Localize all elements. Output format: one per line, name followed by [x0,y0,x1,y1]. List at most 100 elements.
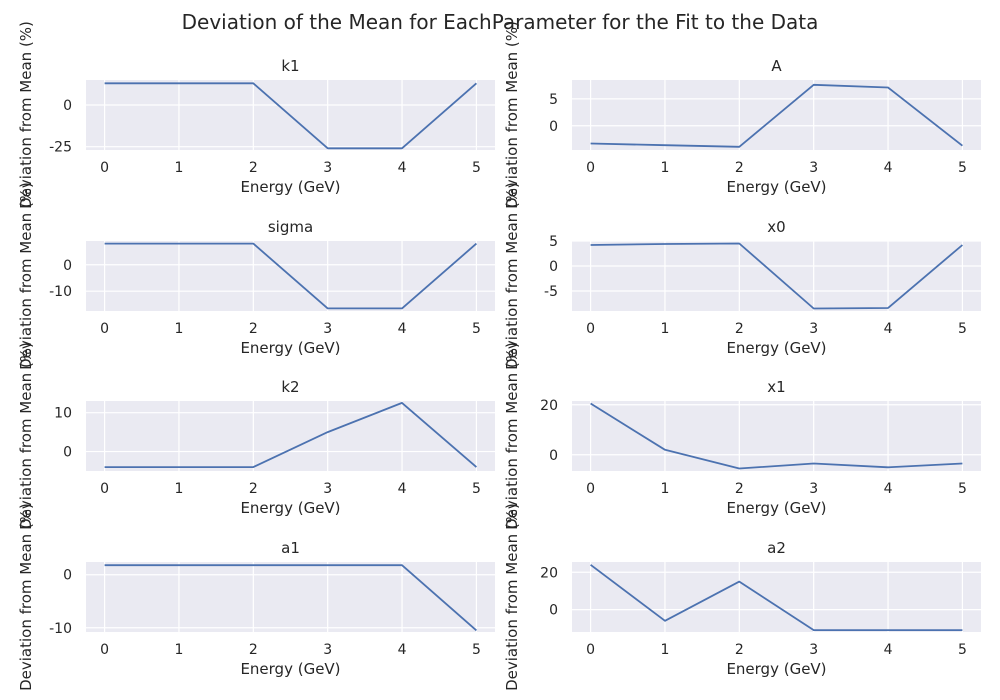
y-tick-label: 5 [549,234,558,250]
x-tick-label: 0 [100,642,109,658]
subplot-a1: 0 1 2 3 4 5 -10 0 a1 Energy (GeV) Deviation from M… [17,503,495,691]
x-axis-label: Energy (GeV) [240,178,340,196]
x-tick-label: 2 [249,321,258,337]
x-tick-label: 1 [174,481,183,497]
x-tick-label: 2 [249,160,258,176]
x-tick-label: 0 [100,481,109,497]
subplot-title: k1 [281,57,299,75]
x-axis-label: Energy (GeV) [726,178,826,196]
x-tick-label: 4 [398,642,407,658]
y-tick-label: 20 [540,398,558,414]
y-tick-label: 0 [549,603,558,619]
x-tick-label: 4 [398,481,407,497]
x-tick-label: 0 [586,160,595,176]
series-line [104,82,477,150]
y-tick-label: 0 [63,568,72,584]
y-axis-label: Deviation from Mean (%) [17,342,35,530]
x-tick-label: 4 [884,481,893,497]
x-axis-label: Energy (GeV) [726,339,826,357]
y-tick-label: -5 [544,284,558,300]
x-tick-label: 2 [735,481,744,497]
x-tick-label: 0 [586,481,595,497]
x-tick-label: 1 [174,642,183,658]
plot-area [86,401,495,471]
y-tick-label: 0 [549,259,558,275]
x-tick-label: 1 [660,321,669,337]
plot-area [572,401,981,471]
subplot-x1: 0 1 2 3 4 5 0 20 x1 Energy (GeV) Deviation from Me… [503,342,981,530]
subplot-title: x0 [767,218,785,236]
x-tick-label: 5 [472,160,481,176]
x-axis-label: Energy (GeV) [726,660,826,678]
subplot-title: A [771,57,782,75]
x-tick-label: 3 [323,642,332,658]
x-tick-label: 2 [735,642,744,658]
subplot-title: sigma [268,218,313,236]
subplot-A: 0 1 2 3 4 5 0 5 A Energy (GeV) Deviation from Mean… [503,21,981,209]
subplot-x0: 0 1 2 3 4 5 -5 0 5 x0 Energy (GeV) Deviation from M… [503,182,981,370]
x-tick-label: 5 [958,321,967,337]
x-tick-label: 0 [100,160,109,176]
y-axis-label: Deviation from Mean (%) [503,503,521,691]
subplot-k2: 0 1 2 3 4 5 0 10 k2 Energy (GeV) Deviation from Me… [17,342,495,530]
x-tick-label: 5 [958,481,967,497]
x-tick-label: 3 [323,321,332,337]
series-line [590,83,963,148]
x-tick-label: 4 [884,160,893,176]
x-tick-label: 2 [249,642,258,658]
y-tick-label: -25 [49,140,72,156]
x-tick-label: 3 [809,321,818,337]
x-tick-label: 4 [884,642,893,658]
y-tick-label: 5 [549,92,558,108]
x-tick-label: 5 [958,642,967,658]
x-tick-label: 3 [809,160,818,176]
x-tick-label: 5 [472,321,481,337]
x-tick-label: 1 [660,481,669,497]
x-tick-label: 0 [586,321,595,337]
x-tick-label: 0 [586,642,595,658]
x-tick-label: 1 [174,160,183,176]
series-line [104,242,477,310]
plot-area [86,562,495,632]
x-tick-label: 4 [398,321,407,337]
subplot-title: k2 [281,378,299,396]
y-tick-label: 0 [63,98,72,114]
x-axis-label: Energy (GeV) [240,499,340,517]
x-axis-label: Energy (GeV) [240,660,340,678]
subplot-title: a1 [281,539,300,557]
y-tick-label: 20 [540,565,558,581]
y-tick-label: -10 [49,621,72,637]
series-line [590,564,963,631]
x-tick-label: 2 [735,321,744,337]
series-line [590,242,963,310]
x-tick-label: 1 [174,321,183,337]
x-axis-label: Energy (GeV) [726,499,826,517]
subplot-k1: 0 1 2 3 4 5 -25 0 k1 Energy (GeV) Deviation from M… [17,21,495,209]
subplot-a2: 0 1 2 3 4 5 0 20 a2 Energy (GeV) Deviation from Me… [503,503,981,691]
x-tick-label: 1 [660,160,669,176]
series-line [104,401,477,469]
series-line [590,402,963,470]
x-tick-label: 5 [958,160,967,176]
subplot-sigma: 0 1 2 3 4 5 -10 0 sigma Energy (GeV) Deviation fro… [17,182,495,370]
x-tick-label: 5 [472,642,481,658]
x-tick-label: 3 [323,160,332,176]
x-tick-label: 0 [100,321,109,337]
subplot-title: a2 [767,539,786,557]
x-tick-label: 5 [472,481,481,497]
y-tick-label: 0 [549,448,558,464]
x-tick-label: 4 [398,160,407,176]
plot-area [572,562,981,632]
series-line [104,564,477,632]
x-tick-label: 2 [735,160,744,176]
y-tick-label: 0 [63,258,72,274]
x-tick-label: 3 [809,642,818,658]
x-tick-label: 2 [249,481,258,497]
x-tick-label: 3 [809,481,818,497]
x-tick-label: 3 [323,481,332,497]
y-axis-label: Deviation from Mean (%) [503,182,521,370]
figure-title: Deviation of the Mean for EachParameter … [181,10,819,34]
x-tick-label: 4 [884,321,893,337]
y-tick-label: 10 [54,406,72,422]
